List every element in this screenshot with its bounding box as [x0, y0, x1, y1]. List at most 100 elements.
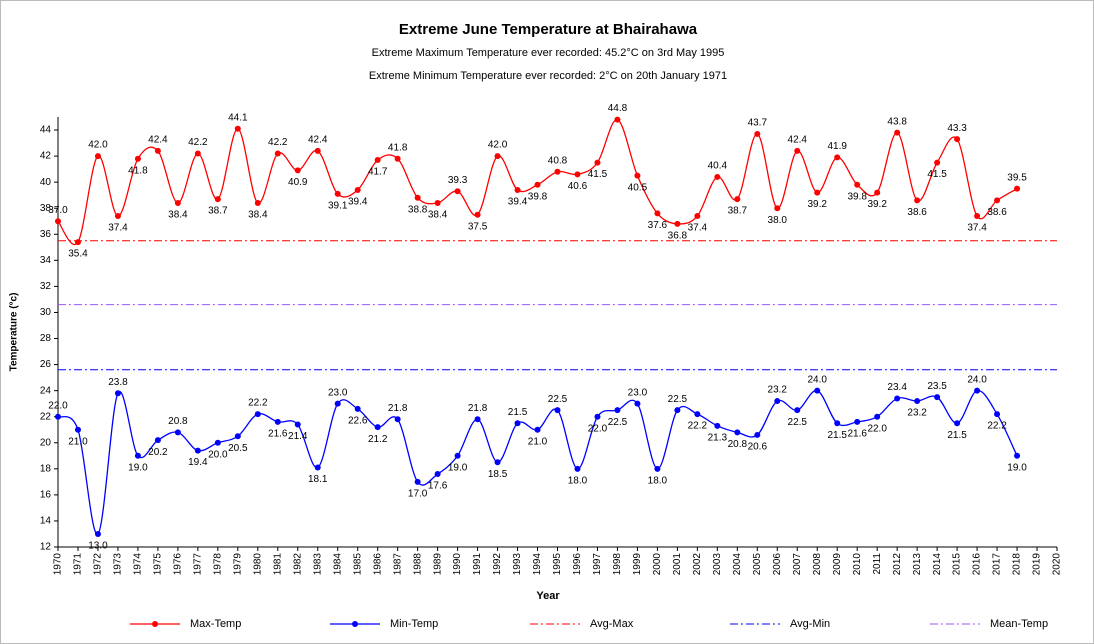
x-tick-label: 2009 [832, 553, 843, 576]
data-label: 20.6 [748, 442, 768, 453]
data-label: 19.0 [1007, 462, 1027, 473]
data-point [714, 173, 721, 180]
data-label: 22.2 [688, 421, 708, 432]
data-label: 19.0 [448, 462, 468, 473]
data-label: 39.8 [528, 191, 548, 202]
data-point [794, 407, 801, 414]
data-label: 40.4 [708, 161, 728, 172]
data-point [354, 405, 361, 412]
data-label: 41.8 [128, 165, 148, 176]
data-label: 40.8 [548, 155, 568, 166]
data-label: 39.2 [867, 199, 887, 210]
data-point [354, 186, 361, 193]
data-point [954, 420, 961, 427]
x-tick-label: 1997 [592, 553, 603, 576]
data-point [974, 387, 981, 394]
data-label: 39.8 [847, 191, 867, 202]
data-point [254, 200, 261, 206]
x-tick-label: 1987 [392, 553, 403, 576]
x-tick-label: 1975 [153, 553, 164, 576]
data-label: 41.9 [827, 141, 847, 152]
x-tick-label: 2002 [692, 553, 703, 576]
y-tick-label: 14 [40, 516, 52, 527]
data-label: 38.6 [987, 207, 1007, 218]
data-label: 18.1 [308, 474, 328, 485]
x-tick-label: 1982 [292, 553, 303, 576]
data-label: 21.0 [68, 436, 88, 447]
y-tick-label: 36 [40, 229, 52, 240]
x-tick-label: 1976 [173, 553, 184, 576]
data-label: 18.0 [648, 475, 668, 486]
x-axis-label: Year [536, 590, 560, 602]
data-label: 38.0 [768, 215, 788, 226]
data-point [934, 159, 941, 166]
data-label: 19.0 [128, 462, 148, 473]
y-tick-label: 28 [40, 333, 52, 344]
data-label: 22.0 [48, 400, 68, 411]
data-point [114, 213, 121, 220]
data-point [234, 433, 241, 440]
data-label: 22.2 [987, 421, 1007, 432]
data-label: 21.4 [288, 431, 308, 442]
data-label: 18.0 [568, 475, 588, 486]
x-tick-label: 1996 [572, 553, 583, 576]
data-point [554, 168, 561, 175]
series-line [57, 389, 1018, 535]
y-tick-label: 16 [40, 490, 52, 501]
data-label: 42.0 [88, 140, 108, 151]
data-point [414, 478, 421, 485]
data-point [854, 418, 861, 425]
data-point [394, 416, 401, 423]
data-point [294, 421, 301, 428]
data-label: 43.3 [947, 123, 967, 134]
data-point [874, 413, 881, 420]
data-point [254, 411, 261, 418]
data-label: 21.5 [827, 430, 847, 441]
data-label: 37.5 [468, 221, 488, 232]
x-tick-label: 2007 [792, 553, 803, 576]
data-point [854, 181, 861, 188]
data-point [334, 190, 341, 197]
data-point [74, 239, 81, 246]
data-point [574, 465, 581, 472]
data-label: 41.7 [368, 167, 388, 178]
y-tick-label: 38 [40, 203, 52, 214]
data-label: 38.4 [248, 210, 268, 221]
data-label: 21.2 [368, 434, 388, 445]
data-point [934, 394, 941, 401]
data-label: 24.0 [808, 374, 828, 385]
data-label: 22.0 [867, 423, 887, 434]
x-tick-label: 1981 [272, 553, 283, 576]
data-label: 22.5 [608, 417, 628, 428]
data-point [674, 407, 681, 414]
data-point [814, 189, 821, 196]
data-label: 42.4 [148, 135, 168, 146]
data-point [734, 196, 741, 203]
x-tick-label: 1986 [372, 553, 383, 576]
x-tick-label: 1991 [472, 553, 483, 576]
data-point [774, 398, 781, 405]
data-label: 22.2 [248, 398, 268, 409]
data-label: 13.0 [88, 541, 108, 552]
x-tick-label: 1978 [212, 553, 223, 576]
legend-label: Max-Temp [190, 618, 241, 630]
legend-label: Mean-Temp [990, 618, 1048, 630]
data-label: 23.0 [328, 387, 348, 398]
data-label: 21.3 [708, 432, 728, 443]
x-tick-label: 2018 [1012, 553, 1023, 576]
x-tick-label: 1989 [432, 553, 443, 576]
data-label: 23.2 [768, 385, 788, 396]
data-label: 39.3 [448, 175, 468, 186]
x-tick-label: 1995 [552, 553, 563, 576]
data-point [414, 194, 421, 201]
data-point [55, 218, 61, 225]
data-point [514, 420, 521, 427]
data-label: 23.2 [907, 408, 927, 419]
data-point [494, 459, 501, 466]
data-label: 38.7 [728, 206, 748, 217]
subtitle: Extreme Maximum Temperature ever recorde… [372, 47, 725, 59]
data-label: 22.5 [788, 417, 808, 428]
data-point [954, 136, 961, 143]
data-point [94, 153, 101, 160]
